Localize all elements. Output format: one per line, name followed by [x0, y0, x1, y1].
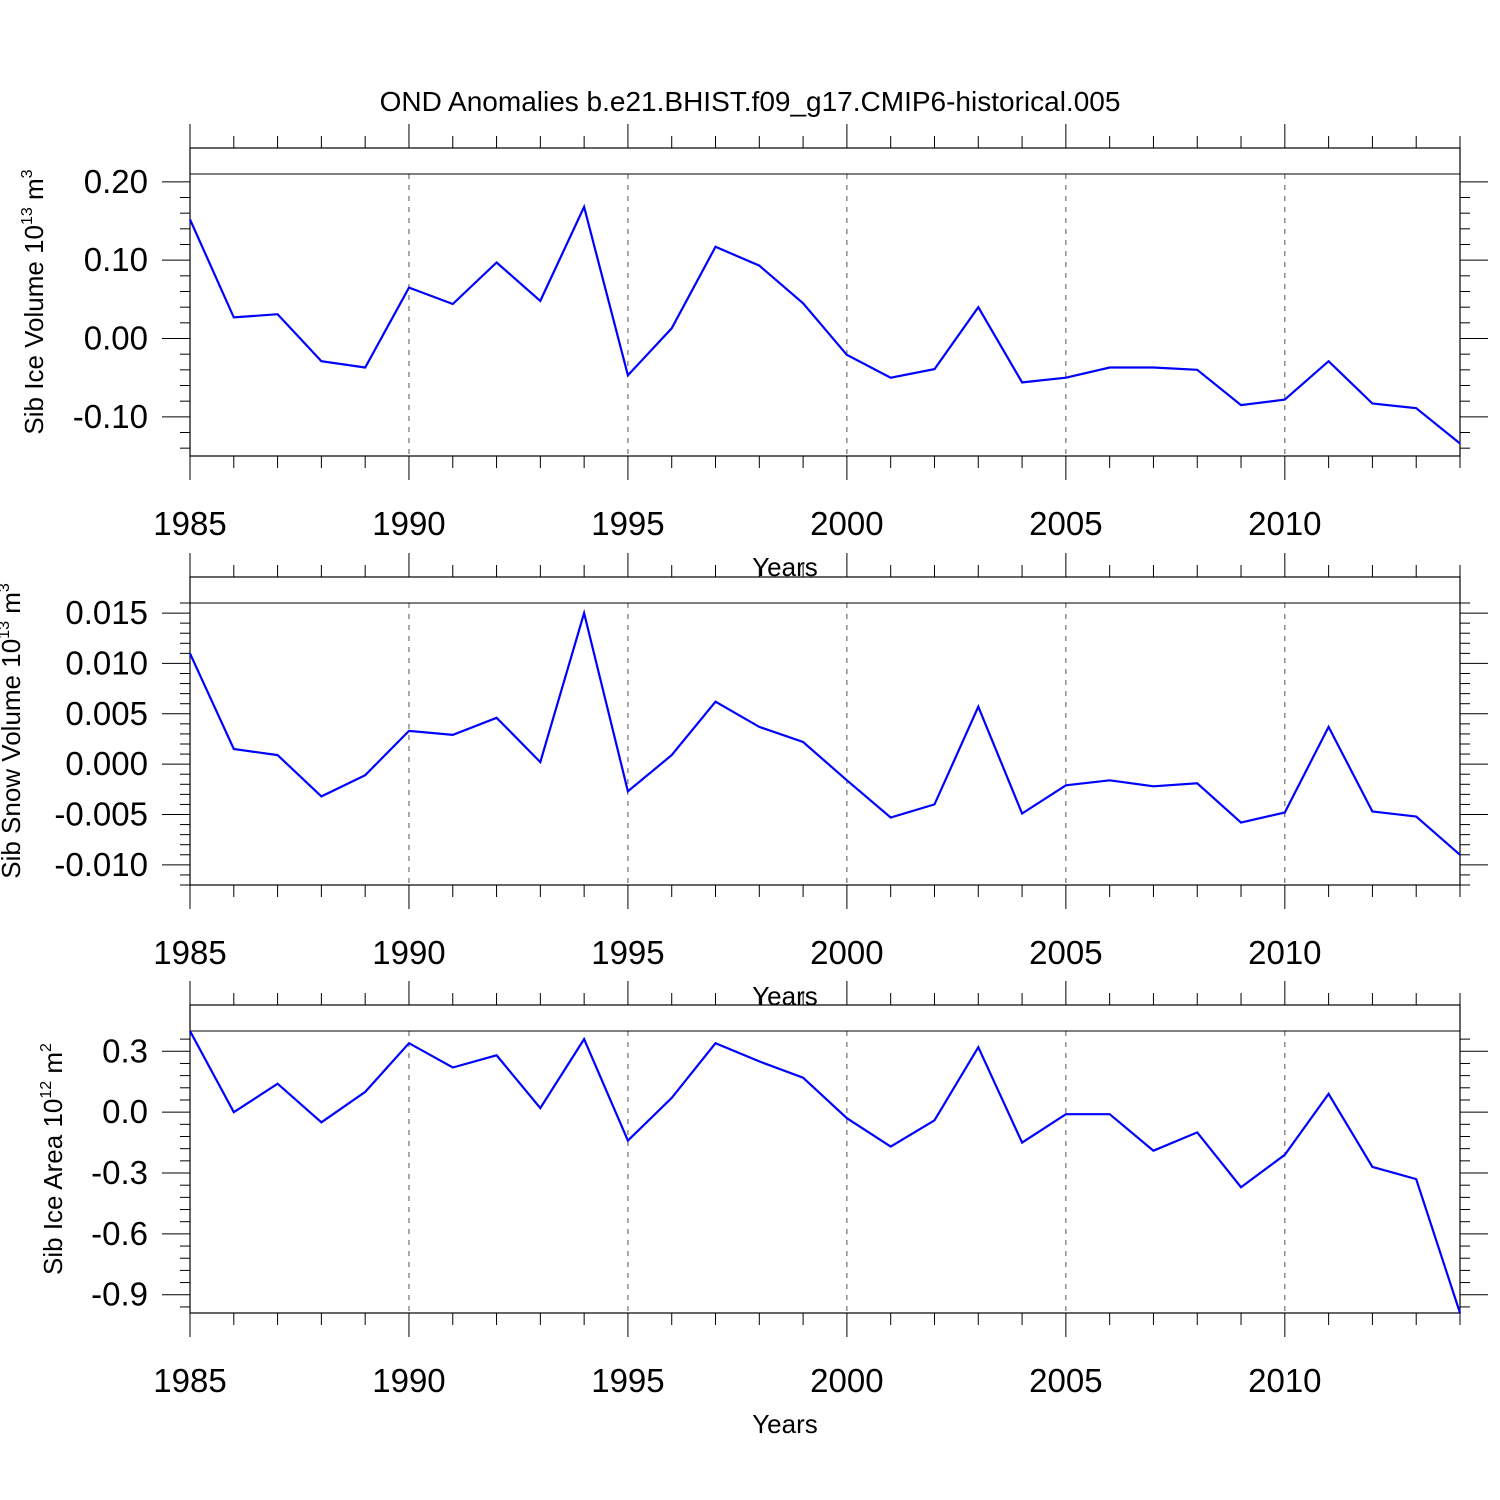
y-axis-title: Sib Snow Volume 1013 m3 [0, 583, 26, 879]
x-tick-label: 2010 [1248, 1362, 1321, 1399]
x-tick-label: 2010 [1248, 505, 1321, 542]
x-axis-title: Years [752, 981, 818, 1011]
plot-frame [189, 147, 1461, 457]
y-axis-title: Sib Ice Volume 1013 m3 [19, 169, 49, 434]
y-tick-label: 0.0 [102, 1093, 148, 1130]
series-line [188, 203, 1461, 445]
x-axis-title: Years [752, 1409, 818, 1439]
y-tick-label: 0.010 [65, 644, 148, 681]
y-tick-label: 0.20 [84, 163, 148, 200]
panel-1: 0.20 0.10 0.00 -0.10 1985 1990 1995 2000 2005 201… [19, 124, 1488, 582]
y-tick-label: 0.005 [65, 695, 148, 732]
x-tick-label: 2005 [1029, 934, 1102, 971]
panel-2: 0.015 0.010 0.005 0.000 -0.005 -0.010 1985 1990… [0, 553, 1488, 1011]
y-axis-title: Sib Ice Area 1012 m2 [38, 1043, 68, 1275]
y-tick-label: 0.00 [84, 320, 148, 357]
panel-3: 0.3 0.0 -0.3 -0.6 -0.9 1985 1990 1995 2000 2005 20… [38, 981, 1488, 1439]
x-tick-label: 2005 [1029, 1362, 1102, 1399]
x-tick-label: 1985 [153, 1362, 226, 1399]
x-tick-label: 2000 [810, 1362, 883, 1399]
plot-frame [189, 576, 1461, 886]
y-tick-label: 0.000 [65, 745, 148, 782]
y-tick-label: -0.6 [91, 1215, 148, 1252]
panels: 0.20 0.10 0.00 -0.10 1985 1990 1995 2000 2005 201… [0, 124, 1488, 1439]
series-line [188, 608, 1461, 856]
x-tick-label: 1985 [153, 505, 226, 542]
x-tick-label: 1990 [372, 1362, 445, 1399]
series-line [189, 1030, 1462, 1314]
x-tick-label: 1990 [372, 934, 445, 971]
y-tick-label: 0.10 [84, 241, 148, 278]
figure-title: OND Anomalies b.e21.BHIST.f09_g17.CMIP6-… [380, 86, 1121, 117]
y-tick-label: -0.005 [54, 796, 148, 833]
y-tick-label: 0.015 [65, 594, 148, 631]
x-tick-label: 2000 [810, 505, 883, 542]
x-tick-label: 2000 [810, 934, 883, 971]
x-tick-label: 2005 [1029, 505, 1102, 542]
x-tick-label: 1995 [591, 505, 664, 542]
x-tick-label: 1985 [153, 934, 226, 971]
plot-frame [189, 1004, 1461, 1314]
y-tick-label: -0.10 [73, 398, 148, 435]
y-tick-label: -0.3 [91, 1154, 148, 1191]
x-tick-label: 1995 [591, 934, 664, 971]
y-tick-label: -0.010 [54, 846, 148, 883]
x-tick-label: 2010 [1248, 934, 1321, 971]
y-tick-label: 0.3 [102, 1032, 148, 1069]
x-tick-label: 1995 [591, 1362, 664, 1399]
x-tick-label: 1990 [372, 505, 445, 542]
y-tick-label: -0.9 [91, 1276, 148, 1313]
